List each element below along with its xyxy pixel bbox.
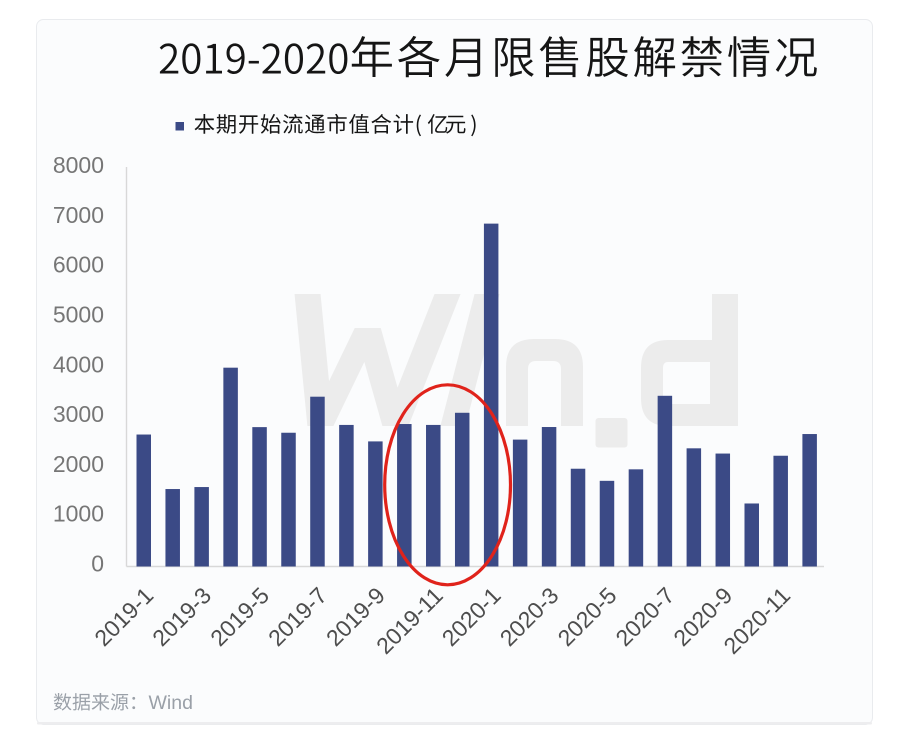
svg-text:3000: 3000: [53, 401, 104, 427]
svg-text:2000: 2000: [53, 451, 104, 477]
svg-text:7000: 7000: [53, 202, 104, 228]
svg-text:0: 0: [91, 550, 104, 576]
svg-text:1000: 1000: [53, 501, 104, 527]
svg-text:8000: 8000: [53, 152, 104, 178]
svg-text:Wind: Wind: [149, 692, 193, 714]
svg-text:4000: 4000: [53, 351, 104, 377]
svg-text:6000: 6000: [53, 252, 104, 278]
svg-text:5000: 5000: [53, 302, 104, 328]
